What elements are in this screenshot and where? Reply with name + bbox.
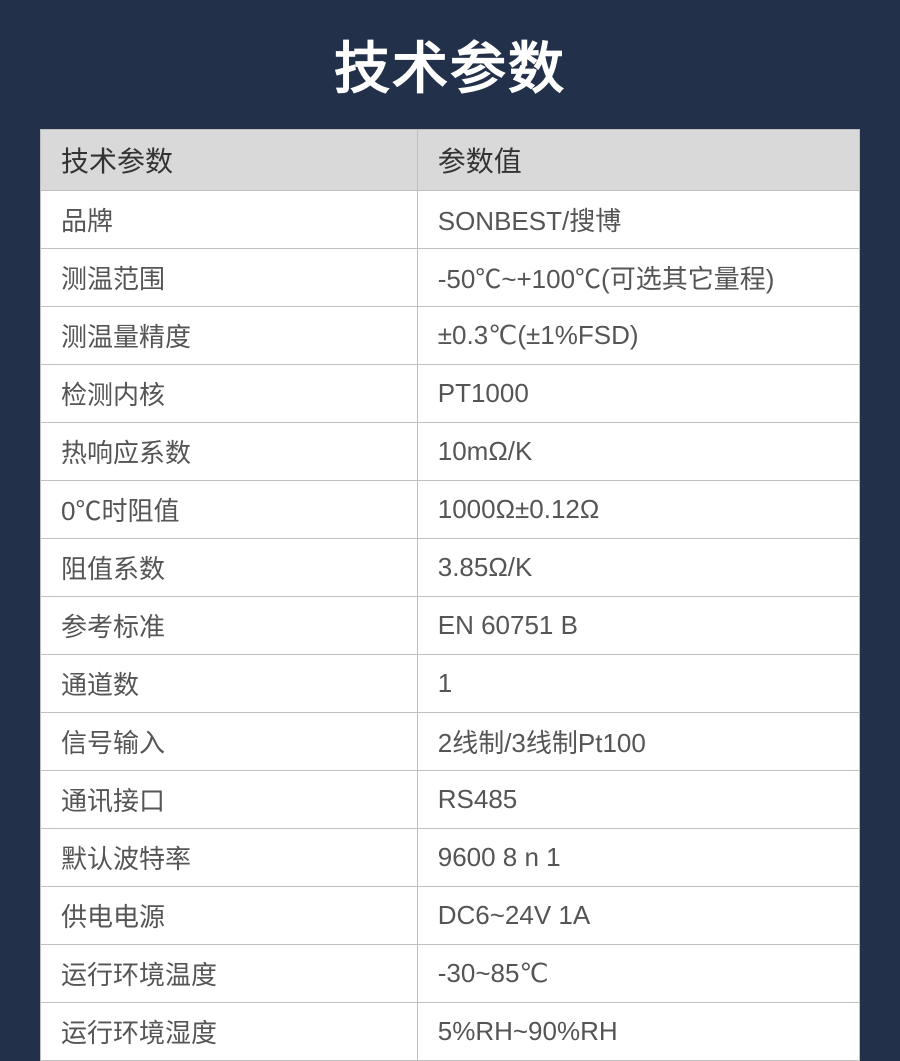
cell-value: 2线制/3线制Pt100 <box>417 713 859 771</box>
cell-value: 5%RH~90%RH <box>417 1003 859 1061</box>
cell-param: 默认波特率 <box>41 829 418 887</box>
page-title: 技术参数 <box>0 0 900 129</box>
cell-value: -50℃~+100℃(可选其它量程) <box>417 249 859 307</box>
table-row: 运行环境温度 -30~85℃ <box>41 945 860 1003</box>
table-row: 通讯接口 RS485 <box>41 771 860 829</box>
cell-value: ±0.3℃(±1%FSD) <box>417 307 859 365</box>
cell-value: EN 60751 B <box>417 597 859 655</box>
cell-value: 1 <box>417 655 859 713</box>
cell-param: 品牌 <box>41 191 418 249</box>
cell-value: DC6~24V 1A <box>417 887 859 945</box>
table-row: 供电电源 DC6~24V 1A <box>41 887 860 945</box>
table-row: 热响应系数 10mΩ/K <box>41 423 860 481</box>
cell-value: 9600 8 n 1 <box>417 829 859 887</box>
table-row: 阻值系数 3.85Ω/K <box>41 539 860 597</box>
table-wrapper: 技术参数 参数值 品牌 SONBEST/搜博 测温范围 -50℃~+100℃(可… <box>40 129 860 1061</box>
cell-param: 信号输入 <box>41 713 418 771</box>
cell-value: SONBEST/搜博 <box>417 191 859 249</box>
cell-param: 参考标准 <box>41 597 418 655</box>
table-row: 通道数 1 <box>41 655 860 713</box>
cell-param: 测温量精度 <box>41 307 418 365</box>
cell-param: 0℃时阻值 <box>41 481 418 539</box>
cell-value: PT1000 <box>417 365 859 423</box>
spec-table: 技术参数 参数值 品牌 SONBEST/搜博 测温范围 -50℃~+100℃(可… <box>40 129 860 1061</box>
cell-param: 检测内核 <box>41 365 418 423</box>
table-row: 默认波特率 9600 8 n 1 <box>41 829 860 887</box>
cell-value: -30~85℃ <box>417 945 859 1003</box>
table-row: 运行环境湿度 5%RH~90%RH <box>41 1003 860 1061</box>
table-row: 信号输入 2线制/3线制Pt100 <box>41 713 860 771</box>
cell-param: 通道数 <box>41 655 418 713</box>
table-header-row: 技术参数 参数值 <box>41 130 860 191</box>
page-container: 技术参数 技术参数 参数值 品牌 SONBEST/搜博 测温范围 - <box>0 0 900 1005</box>
table-body: 品牌 SONBEST/搜博 测温范围 -50℃~+100℃(可选其它量程) 测温… <box>41 191 860 1061</box>
cell-value: 3.85Ω/K <box>417 539 859 597</box>
cell-value: 10mΩ/K <box>417 423 859 481</box>
cell-param: 运行环境湿度 <box>41 1003 418 1061</box>
cell-param: 供电电源 <box>41 887 418 945</box>
table-row: 测温量精度 ±0.3℃(±1%FSD) <box>41 307 860 365</box>
cell-param: 通讯接口 <box>41 771 418 829</box>
cell-param: 阻值系数 <box>41 539 418 597</box>
header-param: 技术参数 <box>41 130 418 191</box>
cell-value: RS485 <box>417 771 859 829</box>
cell-param: 运行环境温度 <box>41 945 418 1003</box>
cell-param: 测温范围 <box>41 249 418 307</box>
table-row: 0℃时阻值 1000Ω±0.12Ω <box>41 481 860 539</box>
table-row: 检测内核 PT1000 <box>41 365 860 423</box>
table-row: 测温范围 -50℃~+100℃(可选其它量程) <box>41 249 860 307</box>
table-row: 品牌 SONBEST/搜博 <box>41 191 860 249</box>
header-value: 参数值 <box>417 130 859 191</box>
cell-param: 热响应系数 <box>41 423 418 481</box>
table-row: 参考标准 EN 60751 B <box>41 597 860 655</box>
cell-value: 1000Ω±0.12Ω <box>417 481 859 539</box>
